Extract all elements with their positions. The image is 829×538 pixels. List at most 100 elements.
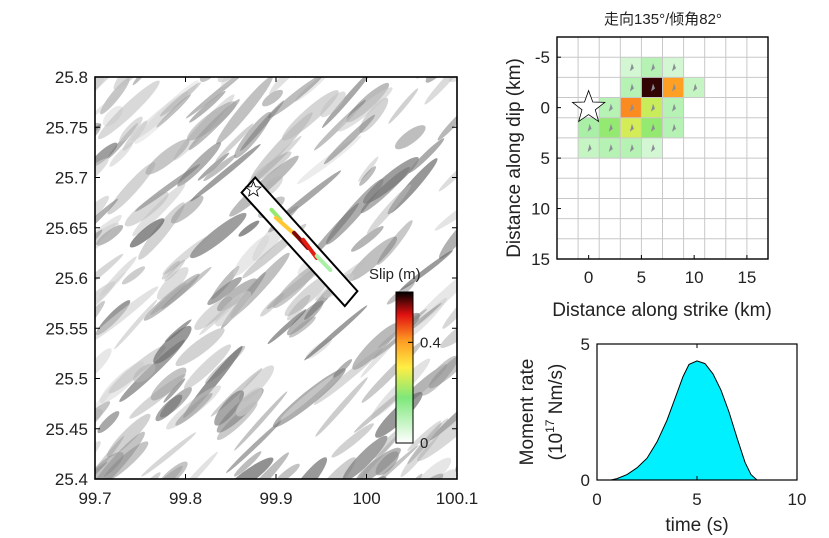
relief-ridge: [95, 142, 118, 168]
slip-grid-x-tick-label: 15: [737, 268, 756, 287]
relief-ridge: [166, 385, 221, 430]
relief-ridge: [207, 276, 242, 306]
relief-ridge: [342, 435, 388, 479]
map-y-tick-label: 25.65: [45, 219, 88, 238]
relief-ridge: [106, 413, 151, 458]
units-prefix: (10: [546, 433, 567, 460]
relief-ridge: [234, 451, 262, 477]
relief-ridge: [428, 349, 457, 389]
relief-ridge: [95, 158, 109, 196]
relief-ridge: [122, 120, 148, 151]
relief-ridge: [438, 142, 457, 192]
slip-grid-y-tick-label: 5: [541, 149, 550, 168]
moment-rate-area: [610, 360, 758, 480]
units-suffix: Nm/s): [546, 364, 567, 420]
relief-ridge: [95, 348, 112, 379]
rake-arrows: [587, 63, 698, 152]
relief-ridge: [159, 82, 201, 117]
rake-arrow-icon: [693, 83, 698, 92]
relief-ridge: [269, 77, 323, 95]
relief-ridge: [130, 91, 189, 142]
relief-ridge: [141, 432, 197, 477]
relief-ridge: [304, 305, 368, 361]
slip-cell: [620, 97, 642, 118]
relief-ridge: [349, 236, 398, 281]
relief-ridge: [366, 184, 412, 235]
relief-ridge: [95, 369, 129, 425]
relief-ridge: [95, 281, 116, 331]
rake-arrow-icon: [608, 123, 613, 132]
slip-grid-ylabel: Distance along dip (km): [504, 58, 525, 258]
slip-cell: [641, 117, 663, 138]
rake-arrow-icon: [629, 63, 634, 72]
rake-arrow-icon: [608, 144, 613, 152]
relief-ridge: [132, 77, 153, 86]
relief-ridge: [226, 420, 281, 474]
slip-cell: [599, 97, 621, 118]
relief-ridge: [134, 80, 199, 144]
relief-ridge: [190, 144, 261, 202]
slip-cell: [620, 137, 642, 159]
slip-cell: [641, 57, 663, 78]
rake-arrow-icon: [651, 123, 655, 132]
relief-ridge: [95, 214, 122, 264]
slip-colorbar: [395, 291, 414, 444]
rake-arrow-icon: [587, 144, 592, 152]
relief-ridge: [163, 378, 186, 403]
relief-ridge: [438, 211, 457, 259]
map-x-tick-label: 99.9: [259, 489, 292, 508]
rake-arrow-icon: [672, 63, 676, 72]
relief-ridge: [272, 263, 319, 309]
colorbar-tick-label: 0.4: [420, 334, 441, 351]
relief-ridge: [315, 377, 368, 437]
relief-ridge: [107, 162, 156, 215]
relief-ridge: [155, 394, 183, 422]
map-y-tick-label: 25.45: [45, 420, 88, 439]
relief-ridge: [145, 139, 190, 175]
slip-cell: [599, 117, 621, 138]
relief-ridge: [172, 451, 218, 479]
rake-arrow-icon: [672, 83, 676, 92]
slip-cell: [620, 57, 642, 78]
relief-ridge: [313, 99, 366, 151]
colorbar-title: Slip (m): [369, 266, 421, 283]
relief-ridge: [331, 423, 374, 458]
rake-arrow-icon: [587, 123, 592, 132]
relief-ridge: [177, 142, 222, 187]
relief-ridge: [294, 77, 329, 102]
rake-arrow-icon: [651, 83, 655, 92]
relief-ridge: [99, 361, 145, 404]
relief-ridge: [175, 328, 225, 367]
map-y-tick-label: 25.8: [55, 68, 88, 87]
relief-ridge: [424, 77, 457, 105]
slip-trace: [269, 207, 333, 272]
relief-ridge: [214, 390, 245, 426]
relief-ridge: [350, 433, 400, 479]
moment-rate-x-tick-label: 0: [592, 490, 601, 509]
relief-ridge: [417, 404, 457, 462]
relief-ridge: [365, 444, 419, 479]
hypocenter-star-icon: [571, 89, 606, 123]
relief-ridge: [456, 247, 484, 276]
map-panel: 99.7 99.8 99.9 100 100.1 25.425.4525.525.552…: [45, 68, 484, 508]
relief-ridge: [250, 112, 313, 180]
rake-arrow-icon: [651, 103, 655, 112]
relief-ridge: [100, 77, 130, 115]
slip-grid-title: 走向135°/倾角82°: [604, 11, 722, 28]
relief-ridge: [156, 267, 189, 300]
map-y-tick-label: 25.5: [55, 370, 88, 389]
relief-ridge: [161, 260, 181, 280]
relief-ridge: [234, 391, 288, 451]
relief-ridge: [449, 77, 457, 83]
relief-ridge: [130, 465, 183, 479]
relief-ridge: [338, 87, 393, 132]
relief-ridge: [108, 345, 166, 394]
relief-ridge: [287, 457, 328, 479]
slip-cell: [620, 77, 642, 98]
relief-ridge: [215, 123, 254, 162]
relief-ridge: [394, 125, 426, 150]
slip-grid-x-tick-label: 0: [584, 268, 593, 287]
rake-arrow-icon: [672, 103, 676, 112]
relief-ridge: [121, 266, 146, 285]
